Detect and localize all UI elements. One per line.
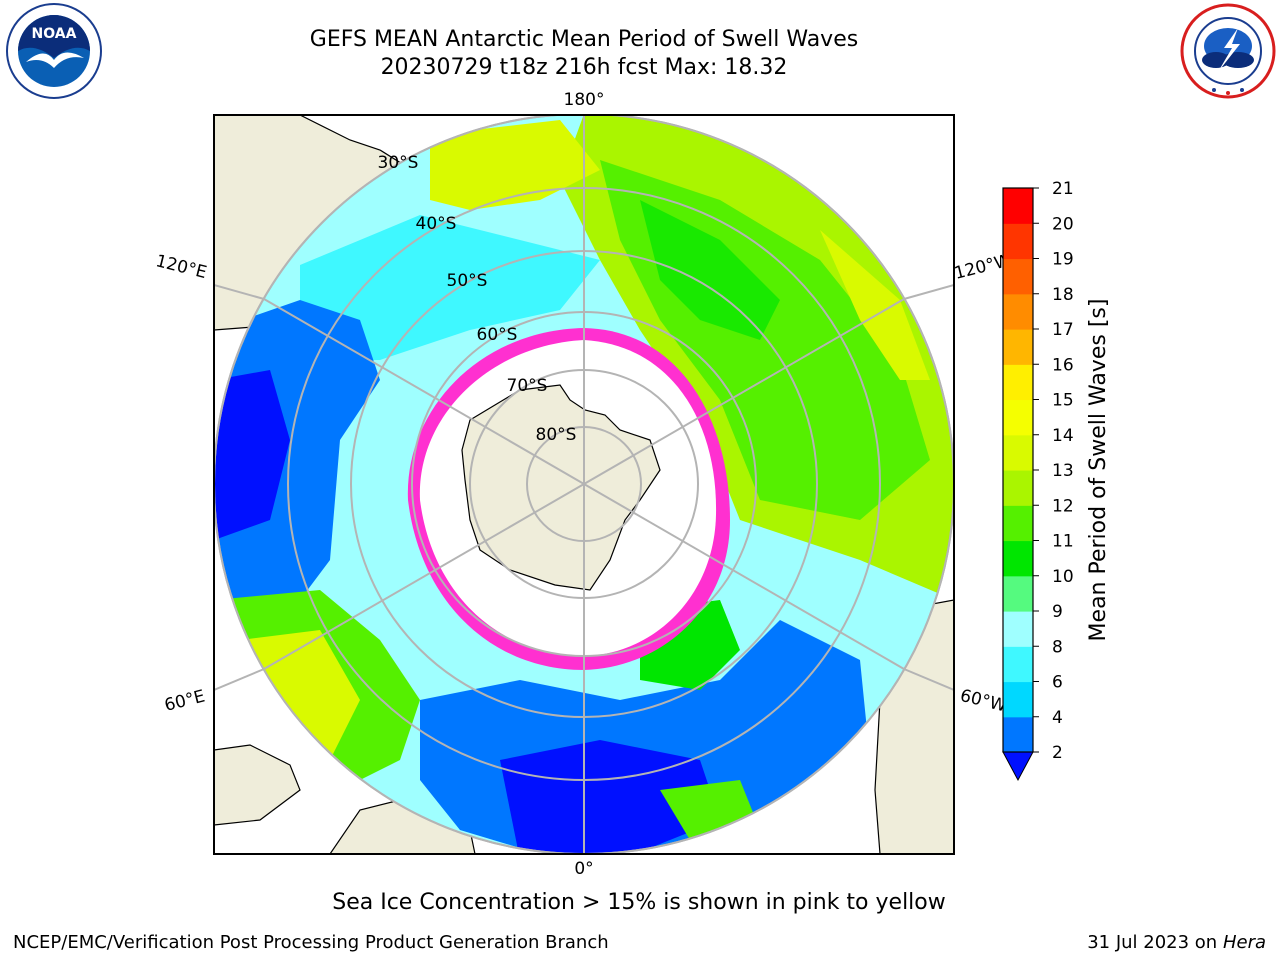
colorbar: 2 4 6 8 9 10 11 12 13 14 15 16 17 18 19 20 21 Mean Perio… — [1002, 179, 1111, 782]
colorbar-tick-label: 16 — [1052, 355, 1074, 375]
lat-label-70s: 70°S — [507, 376, 548, 396]
colorbar-tick-label: 10 — [1052, 567, 1074, 587]
colorbar-under-triangle — [1002, 751, 1034, 782]
footer-host: Hera — [1222, 932, 1266, 953]
lat-label-40s: 40°S — [416, 214, 457, 234]
colorbar-tick-label: 18 — [1052, 285, 1074, 305]
noaa-seagull-icon: NOAA — [6, 3, 102, 99]
colorbar-tick-label: 13 — [1052, 461, 1074, 481]
lon-label-180: 180° — [564, 90, 605, 110]
graticule — [214, 115, 954, 854]
map-frame — [213, 114, 955, 855]
colorbar-segment — [1003, 716, 1033, 753]
swell-period-field — [214, 115, 954, 854]
colorbar-segment — [1003, 293, 1033, 330]
colorbar-segment — [1003, 223, 1033, 260]
colorbar-tick-label: 15 — [1052, 391, 1074, 411]
colorbar-segment — [1003, 364, 1033, 401]
colorbar-tick-label: 11 — [1052, 532, 1074, 552]
colorbar-tick-label: 4 — [1052, 708, 1063, 728]
colorbar-tick-label: 20 — [1052, 214, 1074, 234]
footer-date-text: 31 Jul 2023 on — [1087, 932, 1223, 953]
colorbar-segments — [1003, 188, 1033, 753]
colorbar-label: Mean Period of Swell Waves [s] — [1086, 299, 1111, 642]
lon-label-60e: 60°E — [163, 687, 207, 716]
colorbar-tick-label: 9 — [1052, 602, 1063, 622]
noaa-logo-text: NOAA — [32, 26, 77, 42]
footer-credit: NCEP/EMC/Verification Post Processing Pr… — [13, 932, 609, 953]
colorbar-tick-label: 12 — [1052, 496, 1074, 516]
colorbar-segment — [1003, 681, 1033, 718]
colorbar-segment — [1003, 611, 1033, 647]
colorbar-segment — [1003, 258, 1033, 295]
colorbar-tick-label: 2 — [1052, 743, 1063, 763]
colorbar-tick-label: 6 — [1052, 673, 1063, 693]
map-title: GEFS MEAN Antarctic Mean Period of Swell… — [309, 27, 859, 52]
sea-ice-footnote: Sea Ice Concentration > 15% is shown in … — [332, 890, 946, 915]
colorbar-ticks: 2 4 6 8 9 10 11 12 13 14 15 16 17 18 19 20 21 — [1033, 179, 1074, 763]
nws-lightning-icon — [1180, 3, 1276, 99]
colorbar-segment — [1003, 470, 1033, 506]
colorbar-segment — [1003, 575, 1033, 612]
colorbar-tick-label: 8 — [1052, 637, 1063, 657]
lat-label-80s: 80°S — [536, 425, 577, 445]
colorbar-segment — [1003, 434, 1033, 471]
colorbar-tick-label: 21 — [1052, 179, 1074, 199]
colorbar-segment — [1003, 399, 1033, 436]
colorbar-tick-label: 19 — [1052, 250, 1074, 270]
lon-label-60w: 60°W — [958, 686, 1009, 717]
lat-label-50s: 50°S — [447, 271, 488, 291]
lat-label-60s: 60°S — [477, 325, 518, 345]
lat-label-30s: 30°S — [378, 153, 419, 173]
colorbar-tick-label: 17 — [1052, 320, 1074, 340]
footer-date: 31 Jul 2023 on Hera — [1087, 932, 1266, 953]
lon-label-0: 0° — [574, 859, 593, 879]
colorbar-tick-label: 14 — [1052, 426, 1074, 446]
antarctica — [461, 384, 661, 591]
colorbar-segment — [1003, 329, 1033, 365]
colorbar-segment — [1003, 505, 1033, 542]
colorbar-segment — [1003, 188, 1033, 224]
map-subtitle: 20230729 t18z 216h fcst Max: 18.32 — [380, 55, 788, 80]
colorbar-segment — [1003, 540, 1033, 577]
colorbar-segment — [1003, 646, 1033, 683]
lon-label-120e: 120°E — [154, 251, 209, 283]
